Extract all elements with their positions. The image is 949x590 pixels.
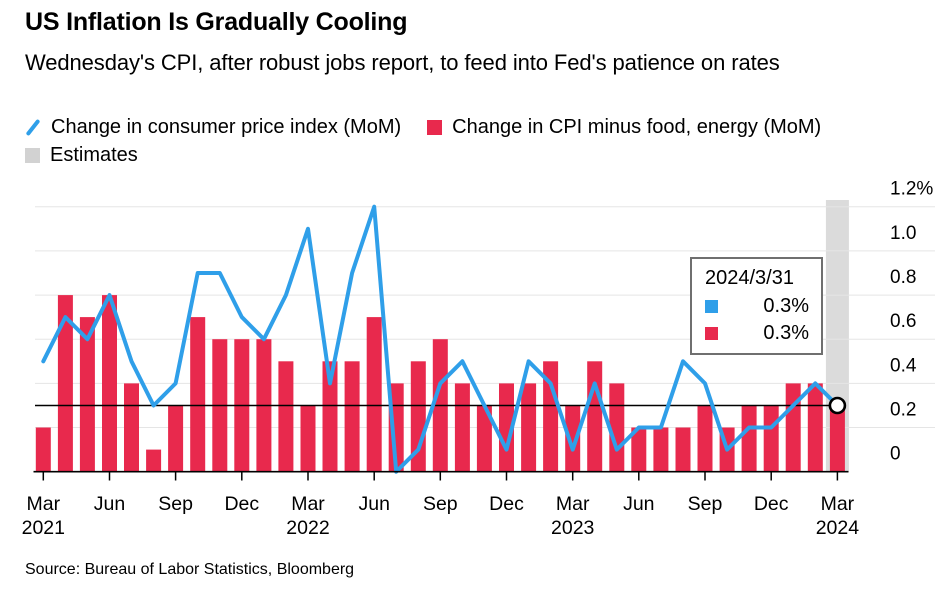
bar-Jan-2023: [521, 383, 537, 472]
bar-Jun-2023: [631, 427, 647, 472]
tooltip-cpi-value: 0.3%: [763, 295, 809, 317]
bar-Mar-2021: [35, 427, 51, 472]
x-tick-label: Mar: [291, 493, 325, 515]
bar-Jul-2021: [124, 383, 139, 472]
source-note: Source: Bureau of Labor Statistics, Bloo…: [25, 561, 355, 578]
x-tick-year: 2023: [551, 517, 594, 539]
bar-Aug-2021: [146, 449, 162, 472]
bar-May-2022: [344, 361, 360, 472]
x-tick-year: 2021: [22, 517, 65, 539]
band-swatch-icon: [25, 148, 40, 163]
x-tick-label: Mar: [821, 493, 855, 515]
bar-May-2021: [79, 317, 95, 472]
bar-Aug-2023: [675, 427, 691, 472]
legend-item-estimates: Estimates: [25, 144, 138, 167]
page-title: US Inflation Is Gradually Cooling: [25, 8, 408, 36]
x-tick-label: Jun: [358, 493, 389, 515]
bar-Apr-2022: [322, 361, 338, 472]
tooltip-core-value: 0.3%: [763, 322, 809, 344]
legend-item-core: Change in CPI minus food, energy (MoM): [427, 116, 821, 139]
legend-row-1: Change in consumer price index (MoM) Cha…: [25, 116, 925, 139]
x-tick-year: 2022: [286, 517, 329, 539]
y-tick-label: 0.8: [890, 267, 916, 288]
y-tick-label: 0.6: [890, 311, 916, 332]
cpi-line: [41, 204, 840, 474]
y-tick-label: 0.2: [890, 400, 916, 421]
y-tick-label: 0.4: [890, 355, 917, 376]
bar-Jan-2024: [785, 383, 801, 472]
legend-item-cpi: Change in consumer price index (MoM): [25, 116, 401, 139]
bar-Apr-2023: [587, 361, 603, 472]
bar-Nov-2023: [741, 405, 757, 472]
x-tick-label: Mar: [27, 493, 61, 515]
y-tick-label: 1.0: [890, 223, 916, 244]
bar-Mar-2022: [300, 405, 316, 472]
bar-Nov-2022: [476, 405, 492, 472]
bar-Dec-2023: [763, 405, 779, 472]
bar-Sep-2023: [697, 405, 713, 472]
bar-Feb-2022: [278, 361, 294, 472]
bar-Jul-2023: [653, 427, 669, 472]
chart-tooltip: 2024/3/31 0.3% 0.3%: [690, 257, 823, 355]
x-tick-label: Dec: [489, 493, 524, 515]
y-tick-label: 0: [890, 444, 901, 465]
bar-Jun-2022: [366, 317, 382, 472]
inflation-chart[interactable]: Mar 2021 Jun Sep Dec Mar 2022 Jun Sep Dec Mar 2023 J…: [0, 179, 949, 560]
line-swatch-icon: [25, 118, 41, 137]
x-tick-label: Dec: [754, 493, 789, 515]
y-tick-label: 1.2%: [890, 180, 933, 200]
chart-legend: Change in consumer price index (MoM) Cha…: [25, 116, 925, 167]
bar-Mar-2024: [829, 405, 845, 472]
x-tick-label: Mar: [556, 493, 590, 515]
tooltip-cpi-swatch-icon: [705, 300, 718, 313]
page-subtitle: Wednesday's CPI, after robust jobs repor…: [25, 50, 780, 75]
x-tick-label: Jun: [94, 493, 125, 515]
x-tick-label: Dec: [224, 493, 259, 515]
bar-May-2023: [609, 383, 625, 472]
bar-Jun-2021: [102, 295, 117, 472]
tooltip-core-swatch-icon: [705, 327, 718, 340]
x-tick-label: Sep: [688, 493, 723, 515]
bar-Feb-2024: [807, 383, 823, 472]
last-point-marker: [828, 396, 847, 415]
x-tick-year: 2024: [816, 517, 860, 539]
x-tick-label: Sep: [158, 493, 193, 515]
bar-Oct-2022: [454, 383, 470, 472]
legend-label-estimates: Estimates: [50, 144, 138, 166]
x-tick-label: Sep: [423, 493, 458, 515]
bar-Apr-2021: [57, 295, 73, 472]
bar-Sep-2021: [168, 405, 184, 472]
legend-row-2: Estimates: [25, 144, 925, 167]
bar-Oct-2021: [190, 317, 206, 472]
bar-Mar-2023: [565, 405, 581, 472]
tooltip-date: 2024/3/31: [705, 267, 794, 289]
legend-label-core: Change in CPI minus food, energy (MoM): [452, 116, 822, 138]
legend-label-cpi: Change in consumer price index (MoM): [51, 116, 402, 138]
x-tick-label: Jun: [623, 493, 654, 515]
tooltip-row-core: 0.3%: [705, 322, 809, 345]
tooltip-row-cpi: 0.3%: [705, 295, 809, 318]
bar-swatch-icon: [427, 120, 443, 135]
